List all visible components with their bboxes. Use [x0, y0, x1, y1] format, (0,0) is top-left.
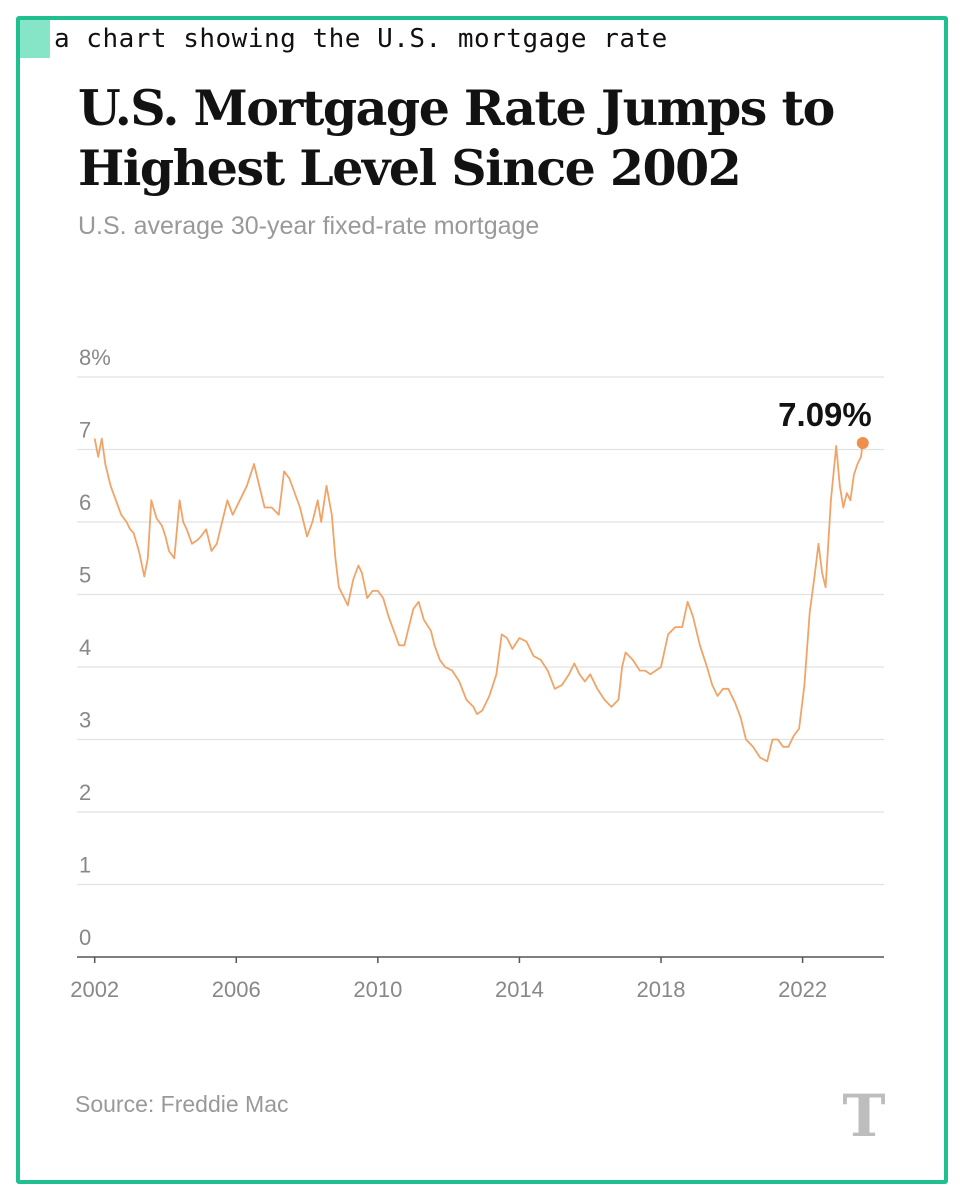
y-tick-label-5: 5 — [79, 563, 91, 588]
chart-title: U.S. Mortgage Rate Jumps to Highest Leve… — [78, 79, 835, 197]
y-tick-label-6: 6 — [79, 490, 91, 515]
series-line-mortgage-rate — [93, 437, 864, 763]
caption-marker — [20, 20, 50, 58]
labels: 7.09% — [778, 396, 872, 433]
y-tick-label-2: 2 — [79, 780, 91, 805]
nyt-logo-icon: T — [842, 1082, 886, 1150]
latest-value-point — [856, 436, 869, 449]
grid-lines — [77, 376, 884, 886]
series-layer — [93, 436, 869, 763]
x-tick-label-2010: 2010 — [353, 977, 402, 1002]
x-tick-label-2006: 2006 — [212, 977, 261, 1002]
latest-value-label: 7.09% — [778, 396, 872, 433]
y-tick-label-1: 1 — [79, 853, 91, 878]
chart-plot: 0 1 2 3 4 5 6 7 8% 2002 2006 2010 2014 2018 2022 7.09% — [70, 345, 884, 1002]
y-tick-label-8: 8% — [79, 345, 111, 370]
x-tick-label-2014: 2014 — [495, 977, 544, 1002]
axes: 0 1 2 3 4 5 6 7 8% 2002 2006 2010 2014 2018 2022 — [70, 345, 884, 1002]
y-tick-label-0: 0 — [79, 925, 91, 950]
source-note: Source: Freddie Mac — [75, 1091, 289, 1117]
x-tick-label-2022: 2022 — [778, 977, 827, 1002]
y-tick-label-4: 4 — [79, 635, 91, 660]
y-tick-label-7: 7 — [79, 418, 91, 443]
x-tick-label-2018: 2018 — [637, 977, 686, 1002]
chart-frame: a chart showing the U.S. mortgage rate U… — [16, 16, 948, 1184]
chart-subtitle: U.S. average 30-year fixed-rate mortgage — [78, 212, 540, 240]
image-caption: a chart showing the U.S. mortgage rate — [54, 24, 668, 54]
x-tick-label-2002: 2002 — [70, 977, 119, 1002]
y-tick-label-3: 3 — [79, 708, 91, 733]
